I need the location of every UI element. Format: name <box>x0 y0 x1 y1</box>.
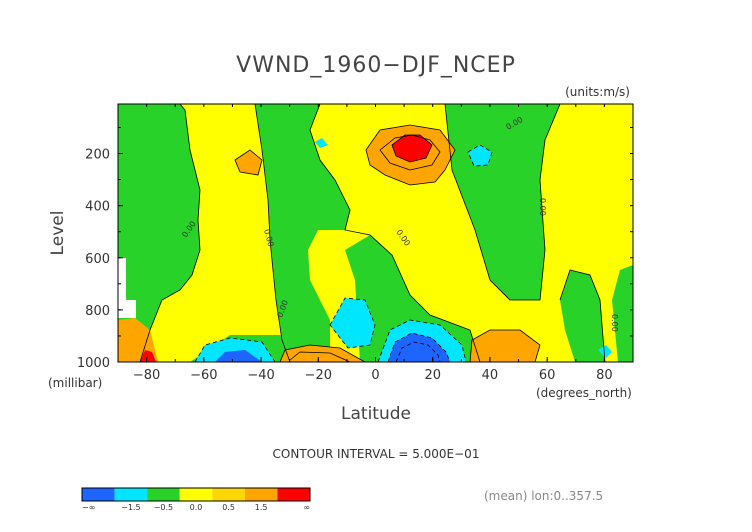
contour-lines <box>139 103 606 363</box>
legend-swatch <box>212 488 245 501</box>
x-units: (degrees_north) <box>536 386 632 400</box>
legend-swatch <box>82 488 115 501</box>
region-strong-positive <box>392 135 432 162</box>
region-negative <box>315 138 328 148</box>
x-tick-label: −40 <box>247 368 274 383</box>
region-negative <box>330 298 375 348</box>
contour-label: 0.00 <box>610 314 619 332</box>
region-strong-negative <box>388 333 450 362</box>
legend-label: −1.5 <box>121 503 140 512</box>
region-negative <box>195 338 275 362</box>
units-label: (units:m/s) <box>565 85 630 99</box>
contour-lines-dashed <box>194 144 493 363</box>
legend-swatch <box>147 488 180 501</box>
y-axis: 200 400 600 800 1000 <box>77 126 633 371</box>
contour-label: 0.00 <box>538 198 547 216</box>
region-strong-positive <box>140 350 156 362</box>
y-tick-label: 600 <box>85 252 110 267</box>
legend-label: 0.5 <box>222 503 235 512</box>
legend-frame <box>81 487 311 502</box>
region-weak-negative <box>560 270 605 362</box>
legend-swatch <box>114 488 148 501</box>
legend-swatch <box>277 488 310 501</box>
region-positive <box>235 150 262 175</box>
region-positive <box>470 330 540 362</box>
x-axis-title: Latitude <box>341 404 411 424</box>
y-tick-label: 400 <box>85 200 110 215</box>
legend-swatch <box>244 488 278 501</box>
y-axis-title: Level <box>48 211 68 256</box>
y-tick-label: 800 <box>85 304 110 319</box>
contour-interval: CONTOUR INTERVAL = 5.000E−01 <box>273 447 480 461</box>
y-tick-label: 200 <box>85 148 110 163</box>
contour-label: 0.00 <box>262 228 275 248</box>
y-tick-label: 1000 <box>77 356 110 371</box>
color-legend: −∞ −1.5 −0.5 0.0 0.5 1.5 ∞ <box>81 487 311 512</box>
legend-label: 0.0 <box>190 503 203 512</box>
region-positive <box>280 345 365 362</box>
chart-title: VWND_1960−DJF_NCEP <box>236 53 516 78</box>
region-weak-negative <box>345 235 480 362</box>
region-weak-negative <box>118 104 200 362</box>
x-axis: −80 −60 −40 −20 0 20 40 60 80 <box>117 104 634 383</box>
x-tick-label: 0 <box>371 368 379 383</box>
legend-label: −0.5 <box>154 503 173 512</box>
missing-data-patch <box>118 258 136 318</box>
legend-swatch <box>179 488 213 501</box>
x-tick-label: 60 <box>539 368 556 383</box>
region-negative <box>598 345 612 358</box>
x-tick-label: −80 <box>133 368 160 383</box>
region-negative <box>468 145 492 166</box>
x-tick-label: 20 <box>424 368 441 383</box>
x-tick-label: −60 <box>190 368 217 383</box>
plot-area: 0.00 0.00 0.00 0.00 0.00 0.00 0.00 <box>117 103 634 363</box>
footer-text: (mean) lon:0..357.5 <box>484 489 603 503</box>
x-tick-label: −20 <box>305 368 332 383</box>
legend-label: 1.5 <box>255 503 268 512</box>
legend-label: −∞ <box>82 503 95 512</box>
legend-label: ∞ <box>303 503 310 512</box>
y-units: (millibar) <box>48 376 102 390</box>
region-weak-negative <box>612 265 633 362</box>
region-strong-negative <box>215 350 262 362</box>
x-tick-label: 80 <box>596 368 613 383</box>
x-tick-label: 40 <box>482 368 499 383</box>
